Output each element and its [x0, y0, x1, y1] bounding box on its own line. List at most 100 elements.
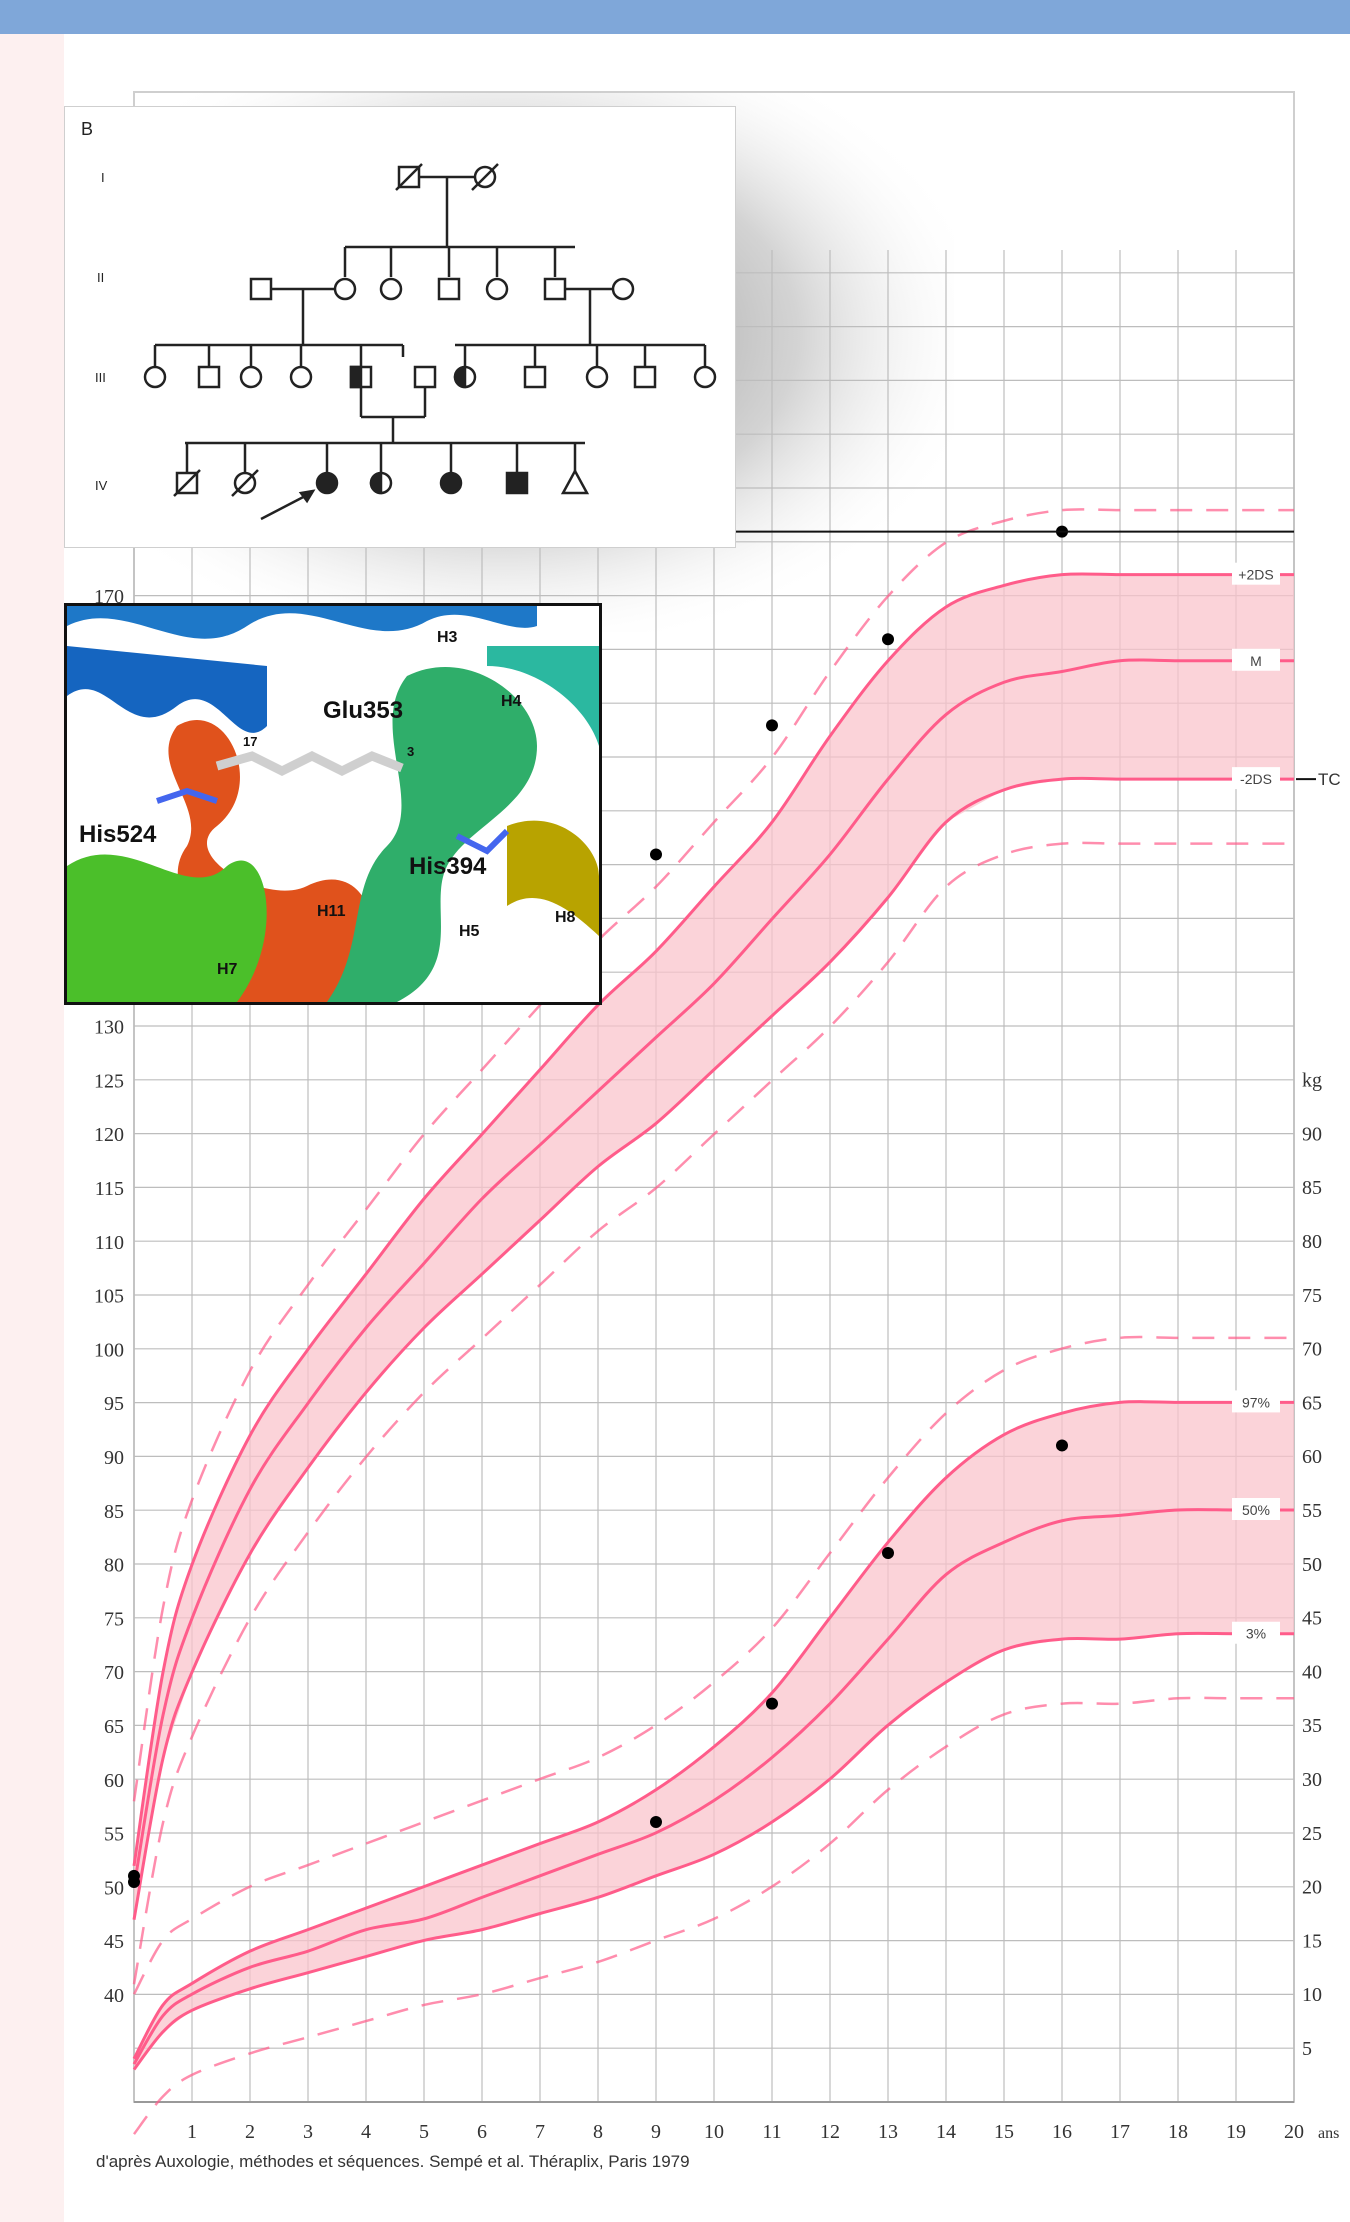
weight-tick-label: 75 [1302, 1285, 1322, 1307]
ligand-molecule [215, 750, 404, 777]
weight-data-point [766, 1697, 778, 1710]
x-tick-label: 10 [704, 2121, 724, 2143]
helix-h7-ribbon [67, 854, 267, 1002]
target-label: TC [1318, 770, 1341, 789]
height-tick-label: 65 [104, 1716, 124, 1738]
weight-data-point [882, 1547, 894, 1560]
pedigree-gen-3 [143, 345, 717, 445]
weight-tick-label: 10 [1302, 1984, 1322, 2006]
helix-blue-ribbon [67, 646, 267, 733]
weight-curve-label-bg [1232, 1498, 1280, 1520]
weight-tick-label: 20 [1302, 1877, 1322, 1899]
weight-tick-label: 5 [1302, 2038, 1312, 2060]
weight-tick-label: 50 [1302, 1554, 1322, 1576]
height-tick-label: 60 [104, 1770, 124, 1792]
x-tick-label: 18 [1168, 2121, 1188, 2143]
x-tick-label: 2 [245, 2121, 255, 2143]
weight-data-point [1056, 1439, 1068, 1452]
helix-h3-ribbon [67, 606, 537, 639]
x-unit-label: ans [1318, 2125, 1339, 2142]
pedigree-gen-4 [173, 443, 590, 521]
x-tick-label: 9 [651, 2121, 661, 2143]
height-tick-label: 115 [95, 1178, 124, 1200]
protein-label-h11: H11 [317, 903, 346, 920]
height-tick-label: 45 [104, 1931, 124, 1953]
x-tick-label: 1 [187, 2121, 197, 2143]
protein-label-h8: H8 [555, 909, 576, 926]
weight-tick-label: 60 [1302, 1446, 1322, 1468]
protein-label-h5: H5 [459, 923, 480, 940]
height-curve--2DS [132, 776, 1294, 1920]
x-tick-label: 3 [303, 2121, 313, 2143]
height-tick-label: 70 [104, 1662, 124, 1684]
protein-structure-inset: H3 H4 Glu353 17 3 His524 His394 H11 H5 H… [64, 603, 602, 1005]
pedigree-gen-2 [155, 277, 705, 347]
weight-tick-label: 85 [1302, 1177, 1322, 1199]
weight-tick-label: 25 [1302, 1823, 1322, 1845]
height-data-point [882, 633, 894, 646]
his524-sidechain [156, 787, 218, 804]
x-tick-label: 13 [878, 2121, 898, 2143]
height-tick-label: 80 [104, 1555, 124, 1577]
protein-label-h7: H7 [217, 961, 238, 978]
height-tick-label: 85 [104, 1501, 124, 1523]
left-margin-strip [0, 34, 64, 2222]
x-tick-label: 6 [477, 2121, 487, 2143]
height-curve-label: +2DS [1238, 567, 1273, 583]
weight-data-point [650, 1816, 662, 1829]
protein-label-17: 17 [243, 734, 257, 749]
height-tick-label: 110 [95, 1232, 124, 1254]
generation-label-1: I [101, 170, 105, 185]
height-tick-label: 105 [94, 1286, 124, 1308]
weight-data-point [128, 1869, 140, 1882]
x-tick-label: 8 [593, 2121, 603, 2143]
x-tick-label: 15 [994, 2121, 1014, 2143]
x-tick-label: 20 [1284, 2121, 1304, 2143]
top-bar [0, 0, 1350, 34]
height-tick-label: 120 [94, 1124, 124, 1146]
generation-label-4: IV [95, 478, 108, 493]
height-tick-label: 95 [104, 1393, 124, 1415]
x-tick-label: 19 [1226, 2121, 1246, 2143]
protein-label-h4: H4 [501, 693, 522, 710]
weight-tick-label: 35 [1302, 1715, 1322, 1737]
weight-tick-label: 45 [1302, 1608, 1322, 1630]
height-curve-label: M [1250, 653, 1262, 669]
helix-h4-h5-ribbon [327, 666, 537, 1002]
helix-h8-ribbon [507, 820, 599, 936]
height-tick-label: 130 [94, 1017, 124, 1039]
x-tick-label: 7 [535, 2121, 545, 2143]
protein-label-his394: His394 [409, 853, 487, 880]
weight-dashed-curve [132, 1335, 1294, 1995]
pedigree-panel-label: B [81, 119, 93, 139]
x-tick-label: 11 [762, 2121, 781, 2143]
x-tick-label: 5 [419, 2121, 429, 2143]
height-tick-label: 50 [104, 1877, 124, 1899]
weight-tick-label: 70 [1302, 1339, 1322, 1361]
x-tick-label: 12 [820, 2121, 840, 2143]
x-tick-label: 16 [1052, 2121, 1072, 2143]
weight-unit-label: kg [1302, 1070, 1322, 1092]
weight-tick-label: 30 [1302, 1769, 1322, 1791]
height-curve-+2DS [132, 572, 1294, 1867]
height-dashed-curve [132, 841, 1294, 1985]
weight-curve-label: 3% [1246, 1626, 1266, 1642]
protein-label-his524: His524 [79, 821, 157, 848]
pedigree-inset: B I II III IV [64, 106, 736, 548]
height-tick-label: 55 [104, 1824, 124, 1846]
pedigree-gen-1 [343, 163, 575, 277]
height-data-point [650, 848, 662, 861]
height-curve-label-bg [1232, 767, 1280, 790]
weight-curve-3% [132, 1631, 1295, 2071]
weight-tick-label: 80 [1302, 1231, 1322, 1253]
generation-label-3: III [95, 370, 106, 385]
height-tick-label: 40 [104, 1985, 124, 2007]
height-data-point [766, 719, 778, 732]
x-tick-label: 17 [1110, 2121, 1130, 2143]
weight-curve-50% [132, 1508, 1294, 2065]
source-credit: d'après Auxologie, méthodes et séquences… [96, 2152, 690, 2171]
height-curve-label: -2DS [1240, 771, 1272, 787]
weight-tick-label: 90 [1302, 1123, 1322, 1145]
weight-curve-label-bg [1232, 1390, 1280, 1413]
weight-curve-label-bg [1232, 1621, 1280, 1644]
